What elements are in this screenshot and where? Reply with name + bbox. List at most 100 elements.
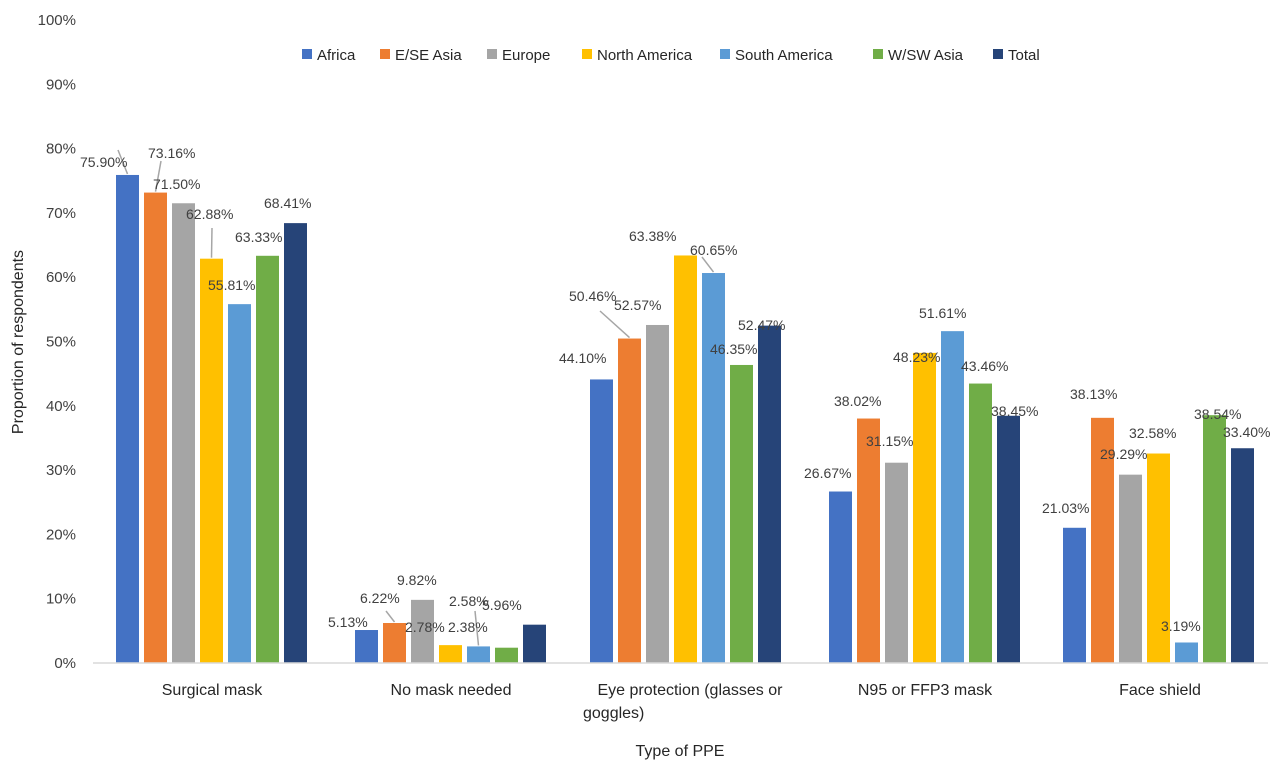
leader-line [474,610,480,646]
data-label: 5.96% [482,597,522,613]
data-label: 2.38% [448,619,488,635]
bar-marks [116,174,1254,664]
leader-line [154,160,162,192]
chart-legend: Africa E/SE Asia Europe North America South … [302,47,1040,64]
leader-line [599,310,631,339]
bar [618,338,641,663]
bar [1063,527,1086,663]
data-label: 71.50% [153,176,200,192]
bar [228,304,251,663]
x-tick-label: goggles) [583,705,644,722]
x-tick-label: N95 or FFP3 mask [858,682,993,699]
y-tick-label: 60% [46,269,76,286]
bar [646,324,669,663]
x-tick-label: Eye protection (glasses or [598,682,784,699]
bar [702,273,725,663]
data-label: 52.47% [738,317,785,333]
legend-label: North America [597,47,693,64]
bar [674,255,697,663]
leader-line [117,149,129,175]
y-tick-label: 90% [46,76,76,93]
leader-line [210,227,213,258]
data-label: 26.67% [804,465,851,481]
data-label: 43.46% [961,358,1008,374]
legend-swatch [487,49,497,59]
y-tick-label: 40% [46,398,76,415]
data-label: 55.81% [208,277,255,293]
data-label: 6.22% [360,590,400,606]
data-label: 9.82% [397,572,437,588]
x-axis-title: Type of PPE [636,743,725,760]
legend-swatch [380,49,390,59]
data-label: 38.13% [1070,386,1117,402]
data-label: 44.10% [559,350,606,366]
bar [116,174,139,663]
bar [969,383,992,663]
data-label: 62.88% [186,206,233,222]
bar [411,599,434,663]
bar [997,415,1020,663]
data-labels: 75.90% 5.13% 44.10% 26.67% 21.03% 73.16% 6.22%… [80,145,1270,635]
data-label: 3.19% [1161,618,1201,634]
bar [495,647,518,663]
data-label: 2.58% [449,593,489,609]
y-tick-label: 80% [46,141,76,158]
legend-label: Total [1008,47,1040,64]
data-label: 21.03% [1042,500,1089,516]
legend-swatch [582,49,592,59]
bar [857,418,880,663]
bar [941,331,964,663]
data-label: 32.58% [1129,425,1176,441]
data-label: 63.33% [235,229,282,245]
bar [829,491,852,663]
bar [523,624,546,663]
bar [144,192,167,663]
y-axis-title: Proportion of respondents [10,250,27,434]
legend-label: Africa [317,47,356,64]
bar [885,462,908,663]
bar [383,623,406,663]
data-label: 38.45% [991,403,1038,419]
bar [200,258,223,663]
bar [913,352,936,663]
data-label: 73.16% [148,145,195,161]
data-label: 38.02% [834,393,881,409]
bar [1231,448,1254,663]
x-tick-label: Surgical mask [162,682,263,699]
bar [1147,453,1170,663]
data-label: 51.61% [919,305,966,321]
legend-label: W/SW Asia [888,47,964,64]
y-tick-label: 10% [46,591,76,608]
data-label: 5.13% [328,614,368,630]
y-tick-label: 50% [46,334,76,351]
bar [284,223,307,663]
data-label: 33.40% [1223,424,1270,440]
legend-swatch [993,49,1003,59]
leader-line [701,256,715,273]
y-tick-label: 70% [46,205,76,222]
legend-swatch [720,49,730,59]
data-label: 52.57% [614,297,661,313]
data-label: 38.54% [1194,406,1241,422]
data-label: 75.90% [80,154,127,170]
x-axis-category-labels: Surgical mask No mask needed Eye protectio… [162,682,1201,722]
legend-label: E/SE Asia [395,47,462,64]
bar [1091,417,1114,663]
bar [1175,642,1198,663]
data-label: 63.38% [629,228,676,244]
bar [1119,474,1142,663]
legend-swatch [302,49,312,59]
bar [439,645,462,663]
data-label: 50.46% [569,288,616,304]
data-label: 46.35% [710,341,757,357]
x-tick-label: No mask needed [391,682,512,699]
legend-label: South America [735,47,833,64]
bar [355,630,378,663]
leader-line [385,610,396,623]
y-axis-ticks: 0% 10% 20% 30% 40% 50% 60% 70% 80% 90% 100% [38,12,76,672]
data-label-leader-lines [117,149,715,646]
bar [467,646,490,663]
bar [172,203,195,663]
data-label: 60.65% [690,242,737,258]
